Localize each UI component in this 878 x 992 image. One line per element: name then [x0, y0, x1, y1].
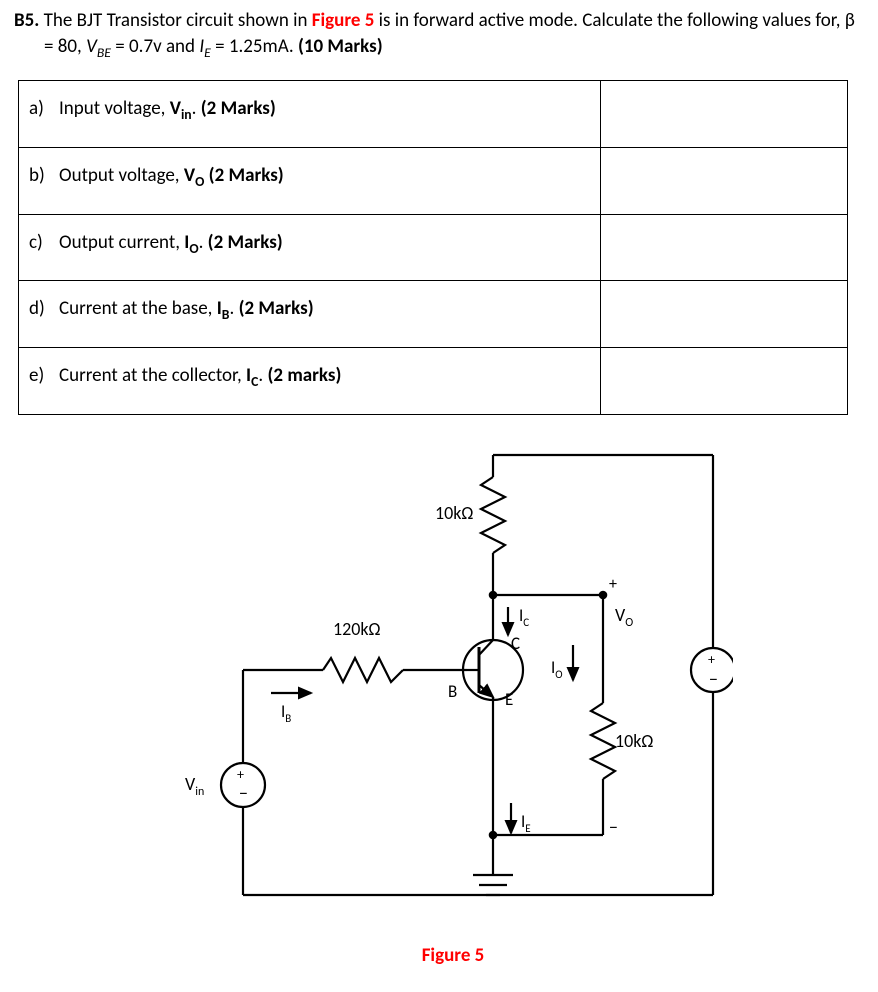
- ic-label: IC: [519, 605, 529, 629]
- answers-table: a)Input voltage, Vin. (2 Marks)b)Output …: [18, 80, 848, 415]
- part-sym: V: [170, 97, 181, 120]
- supply-minus: −: [709, 668, 718, 690]
- answer-cell: [601, 348, 848, 415]
- vin-label: Vin: [185, 773, 204, 799]
- io-label: IO: [551, 657, 563, 681]
- table-row: a)Input voltage, Vin. (2 Marks): [19, 80, 848, 147]
- question-cell: c)Output current, IO. (2 Marks): [19, 214, 601, 281]
- table-row: e)Current at the collector, IC. (2 marks…: [19, 348, 848, 415]
- part-sub: O: [195, 173, 204, 190]
- part-marks: (2 marks): [267, 364, 341, 387]
- part-sub: O: [189, 239, 198, 256]
- ie-label: IE: [521, 811, 531, 835]
- figure-caption-text: Figure 5: [422, 944, 485, 967]
- part-pre: Output voltage,: [59, 164, 184, 187]
- label-rc: 10kΩ: [435, 502, 473, 524]
- table-row: d)Current at the base, IB. (2 Marks): [19, 281, 848, 348]
- part-text: Input voltage, Vin. (2 Marks): [59, 97, 590, 123]
- part-letter: b): [29, 164, 59, 190]
- part-post: .: [229, 297, 238, 320]
- part-marks: (2 Marks): [208, 231, 283, 254]
- part-sym: V: [184, 164, 195, 187]
- part-letter: d): [29, 297, 59, 323]
- label-ro: 10kΩ: [615, 730, 653, 752]
- q-intro-1: The BJT Transistor circuit shown in: [39, 9, 311, 32]
- part-pre: Current at the base,: [59, 297, 217, 320]
- page: B5. The BJT Transistor circuit shown in …: [0, 0, 878, 987]
- part-letter: c): [29, 231, 59, 257]
- node-c: C: [511, 633, 520, 654]
- vin-plus: +: [237, 766, 244, 783]
- part-pre: Input voltage,: [59, 97, 170, 120]
- question-paragraph: B5. The BJT Transistor circuit shown in …: [14, 8, 864, 62]
- vo-label: VO: [615, 604, 633, 630]
- part-post: .: [199, 231, 208, 254]
- answer-cell: [601, 80, 848, 147]
- answer-cell: [601, 214, 848, 281]
- vbe-sub: BE: [97, 43, 111, 60]
- question-cell: d)Current at the base, IB. (2 Marks): [19, 281, 601, 348]
- node-e: E: [505, 689, 513, 710]
- total-marks: (10 Marks): [298, 35, 383, 58]
- part-marks: (2 Marks): [209, 164, 284, 187]
- ie-rhs: = 1.25mA.: [211, 35, 298, 58]
- figure-caption: Figure 5: [14, 944, 878, 967]
- question-number: B5.: [14, 9, 39, 32]
- part-post: .: [192, 97, 201, 120]
- part-pre: Output current,: [59, 231, 184, 254]
- table-row: c)Output current, IO. (2 Marks): [19, 214, 848, 281]
- figure-container: 10kΩ 120kΩ 10kΩ 20 v + − + − + − Vin VO …: [14, 435, 878, 967]
- question-cell: b)Output voltage, VO (2 Marks): [19, 147, 601, 214]
- question-cell: a)Input voltage, Vin. (2 Marks): [19, 80, 601, 147]
- vin-minus: −: [239, 782, 248, 804]
- figure-reference: Figure 5: [312, 9, 375, 32]
- part-text: Output current, IO. (2 Marks): [59, 231, 590, 257]
- part-marks: (2 Marks): [239, 297, 314, 320]
- node-b: B: [448, 681, 457, 702]
- part-letter: e): [29, 364, 59, 390]
- ie-sub: E: [204, 43, 211, 60]
- answer-cell: [601, 281, 848, 348]
- label-rb: 120kΩ: [333, 618, 381, 640]
- part-marks: (2 Marks): [201, 97, 276, 120]
- part-pre: Current at the collector,: [59, 364, 246, 387]
- vbe-sym: V: [86, 35, 97, 58]
- vo-plus: +: [609, 575, 617, 594]
- vo-minus: −: [609, 816, 618, 838]
- part-sub: in: [181, 106, 192, 123]
- part-letter: a): [29, 97, 59, 123]
- ib-label: IB: [281, 701, 291, 725]
- part-text: Current at the collector, IC. (2 marks): [59, 364, 590, 390]
- supply-plus: +: [708, 651, 715, 668]
- part-text: Output voltage, VO (2 Marks): [59, 164, 590, 190]
- answer-cell: [601, 147, 848, 214]
- vbe-rhs: = 0.7v and: [111, 35, 199, 58]
- table-row: b)Output voltage, VO (2 Marks): [19, 147, 848, 214]
- question-cell: e)Current at the collector, IC. (2 marks…: [19, 348, 601, 415]
- part-text: Current at the base, IB. (2 Marks): [59, 297, 590, 323]
- circuit-diagram: 10kΩ 120kΩ 10kΩ 20 v + − + − + − Vin VO …: [173, 435, 733, 935]
